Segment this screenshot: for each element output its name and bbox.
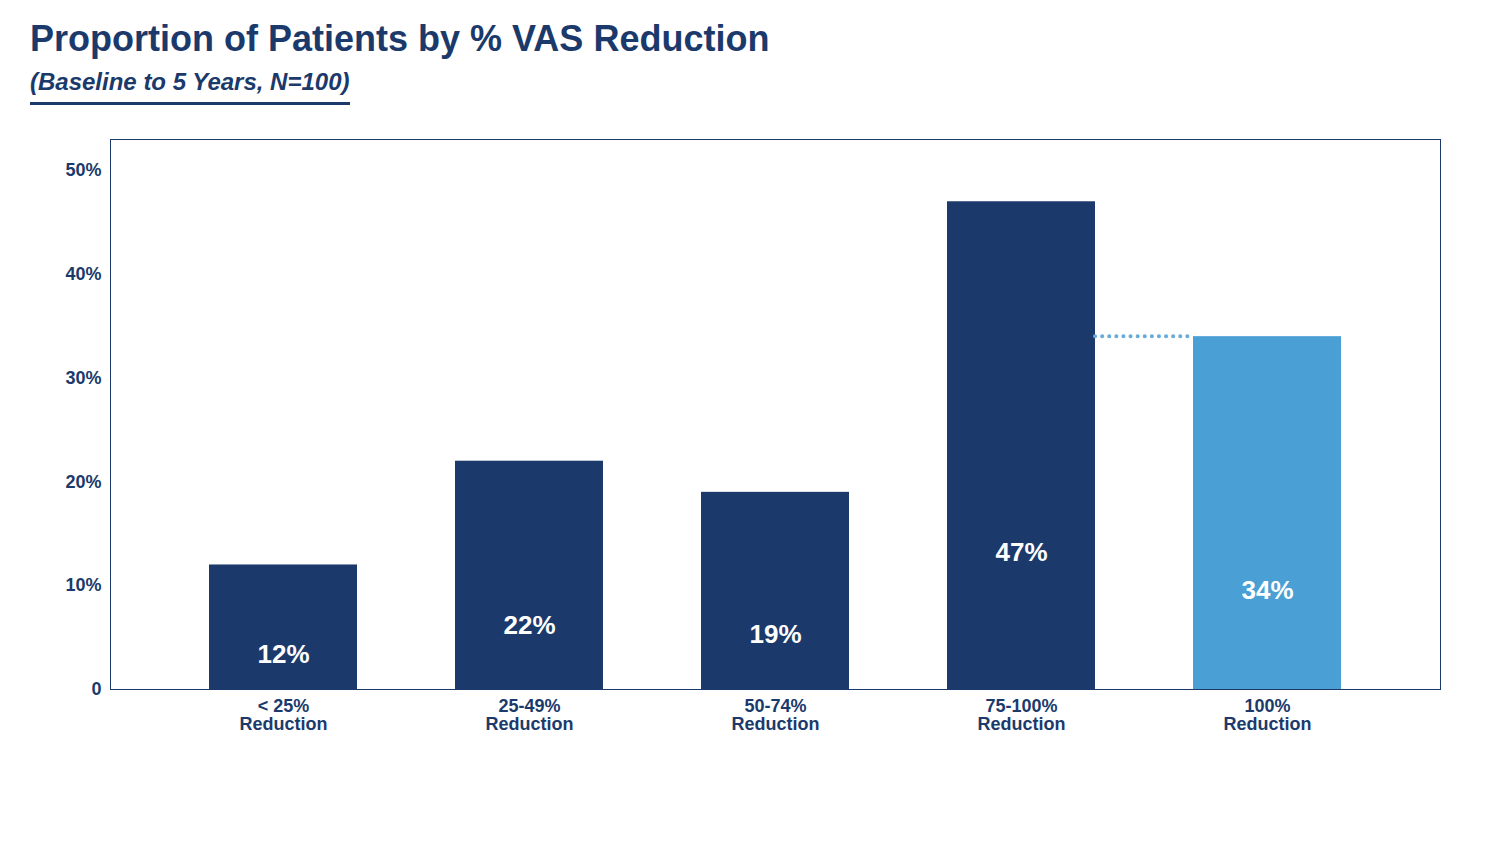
svg-text:100%Reduction: 100%Reduction [1224, 696, 1312, 734]
html-text:(Baseline to 5 Years, N=100): (Baseline to 5 Years, N=100) [30, 68, 350, 95]
svg-text:12%: 12% [257, 639, 309, 669]
svg-text:22%: 22% [503, 610, 555, 640]
svg-text:40%: 40% [65, 264, 101, 284]
svg-text:25-49%Reduction: 25-49%Reduction [486, 696, 574, 734]
svg-text:47%: 47% [995, 537, 1047, 567]
svg-text:75-100%Reduction: 75-100%Reduction [978, 696, 1066, 734]
svg-text:50-74%Reduction: 50-74%Reduction [732, 696, 820, 734]
svg-text:34%: 34% [1241, 575, 1293, 605]
html-text:Proportion of Patients by % VA: Proportion of Patients by % VAS Reductio… [30, 18, 770, 59]
svg-text:10%: 10% [65, 575, 101, 595]
svg-text:0: 0 [91, 679, 101, 699]
svg-text:50%: 50% [65, 160, 101, 180]
svg-text:30%: 30% [65, 368, 101, 388]
svg-text:19%: 19% [749, 619, 801, 649]
svg-text:< 25%Reduction: < 25%Reduction [240, 696, 328, 734]
svg-text:20%: 20% [65, 472, 101, 492]
